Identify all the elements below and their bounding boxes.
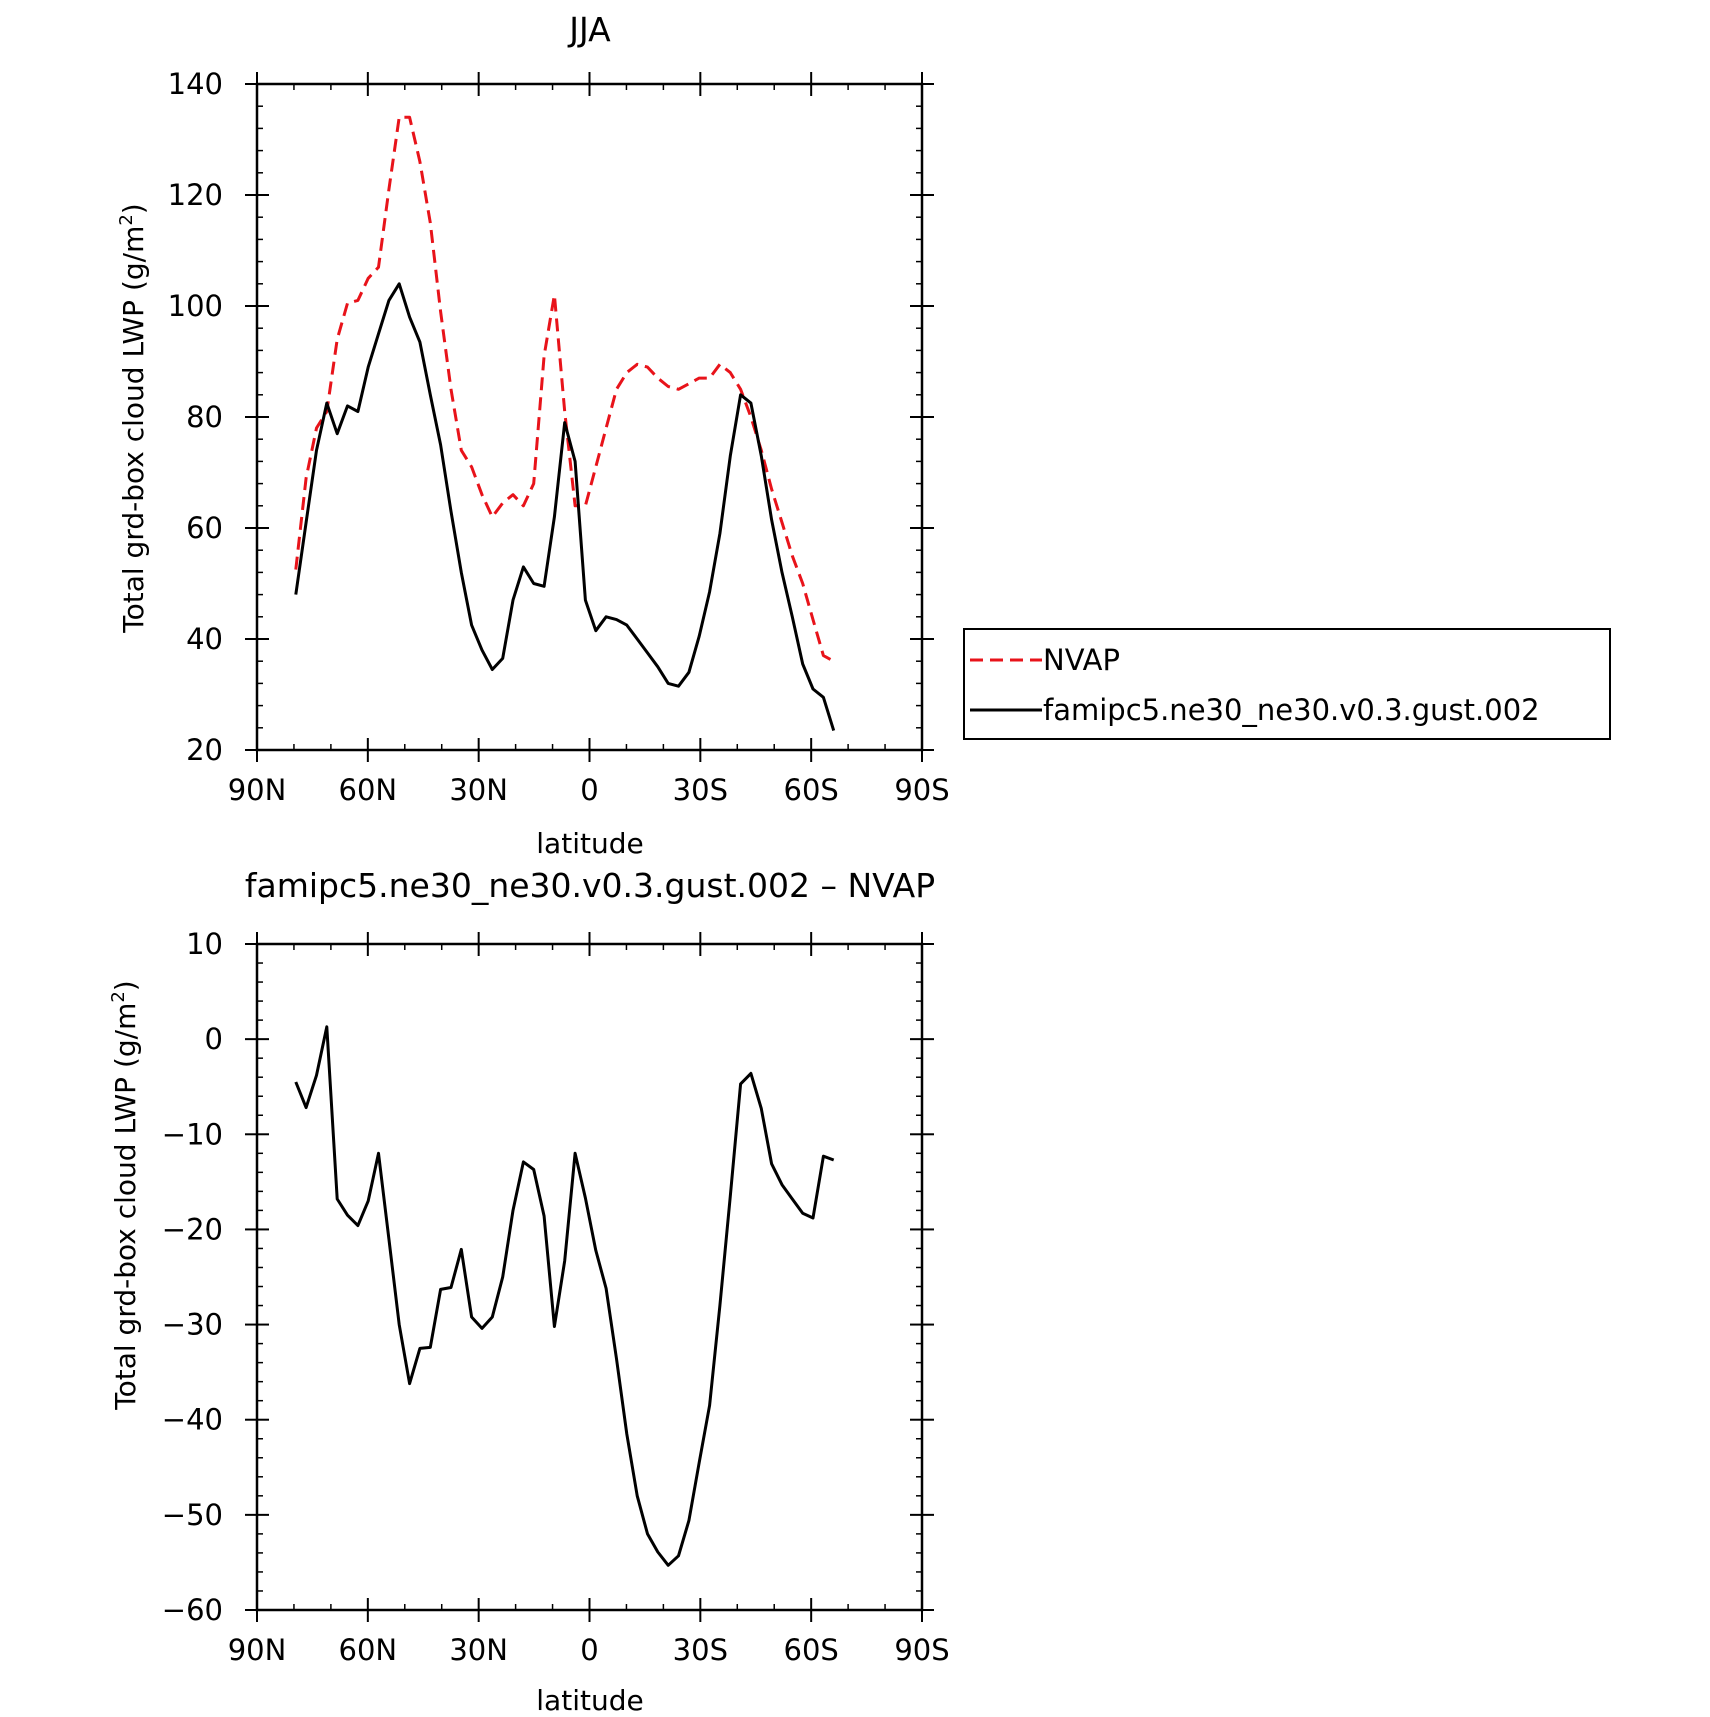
y-axis-label: Total grd-box cloud LWP (g/m2) <box>108 980 142 1411</box>
axis-ticks: 90N 60N 30N 0 30S 60S 90S 20 40 60 80 100 120 140 <box>168 67 950 807</box>
y-tick-label: −10 <box>162 1117 223 1151</box>
series-line-nvap <box>294 115 835 663</box>
x-tick-label: 90S <box>894 1633 949 1667</box>
y-tick-label: 10 <box>186 927 223 961</box>
series-line-model <box>294 282 836 732</box>
x-tick-label: 60N <box>339 1633 398 1667</box>
x-tick-label: 30S <box>673 773 728 807</box>
series-line-model <box>294 1025 835 1567</box>
legend-box <box>963 628 1611 740</box>
x-tick-label: 60S <box>784 1633 839 1667</box>
y-axis-label-close: ) <box>117 203 150 214</box>
y-tick-label: 60 <box>186 511 223 545</box>
y-axis-label-superscript: 2 <box>116 214 137 225</box>
x-tick-label: 90S <box>894 773 949 807</box>
svg-text:Total grd-box cloud LWP (g/m2): Total grd-box cloud LWP (g/m2) <box>108 980 142 1411</box>
series-layer <box>294 115 836 732</box>
y-axis-label-text: Total grd-box cloud LWP (g/m <box>109 1003 142 1411</box>
y-tick-label: 40 <box>186 622 223 656</box>
legend: NVAP famipc5.ne30_ne30.v0.3.gust.002 <box>963 628 1611 740</box>
x-tick-label: 90N <box>228 773 287 807</box>
x-tick-label: 90N <box>228 1633 287 1667</box>
legend-label-nvap: NVAP <box>1043 643 1120 677</box>
axis-ticks: 90N 60N 30N 0 30S 60S 90S −60 −50 −40 −30 −20 −10 0 10 <box>162 927 950 1667</box>
chart-title: JJA <box>567 10 611 49</box>
y-tick-label: −30 <box>162 1308 223 1342</box>
y-axis-label-superscript: 2 <box>108 991 129 1002</box>
x-tick-label: 30N <box>449 1633 508 1667</box>
y-tick-label: 0 <box>205 1022 223 1056</box>
y-tick-label: 120 <box>168 178 223 212</box>
x-tick-label: 30S <box>673 1633 728 1667</box>
panel-jja: JJA Total grd-box cloud LWP (g/m2) latit… <box>116 10 1611 860</box>
x-tick-label: 30N <box>449 773 508 807</box>
plot-frame <box>255 82 924 752</box>
y-tick-label: 140 <box>168 67 223 101</box>
y-tick-label: −60 <box>162 1593 223 1627</box>
x-tick-label: 0 <box>580 773 598 807</box>
y-axis-label-text: Total grd-box cloud LWP (g/m <box>117 226 150 634</box>
y-axis-label: Total grd-box cloud LWP (g/m2) <box>116 203 150 634</box>
y-tick-label: −50 <box>162 1498 223 1532</box>
y-tick-label: 80 <box>186 400 223 434</box>
y-tick-label: −20 <box>162 1212 223 1246</box>
x-tick-label: 0 <box>580 1633 598 1667</box>
plot-frame <box>255 942 924 1612</box>
svg-text:Total grd-box cloud LWP (g/m2): Total grd-box cloud LWP (g/m2) <box>116 203 150 634</box>
y-axis-label-close: ) <box>109 980 142 991</box>
y-tick-label: 20 <box>186 733 223 767</box>
x-tick-label: 60N <box>339 773 398 807</box>
legend-label-model: famipc5.ne30_ne30.v0.3.gust.002 <box>1043 693 1540 727</box>
y-tick-label: −40 <box>162 1403 223 1437</box>
chart-title: famipc5.ne30_ne30.v0.3.gust.002 – NVAP <box>245 866 935 905</box>
y-tick-label: 100 <box>168 289 223 323</box>
x-axis-label: latitude <box>536 827 643 860</box>
x-tick-label: 60S <box>784 773 839 807</box>
series-layer <box>294 1025 835 1567</box>
panel-difference: famipc5.ne30_ne30.v0.3.gust.002 – NVAP T… <box>108 866 950 1717</box>
x-axis-label: latitude <box>536 1684 643 1717</box>
